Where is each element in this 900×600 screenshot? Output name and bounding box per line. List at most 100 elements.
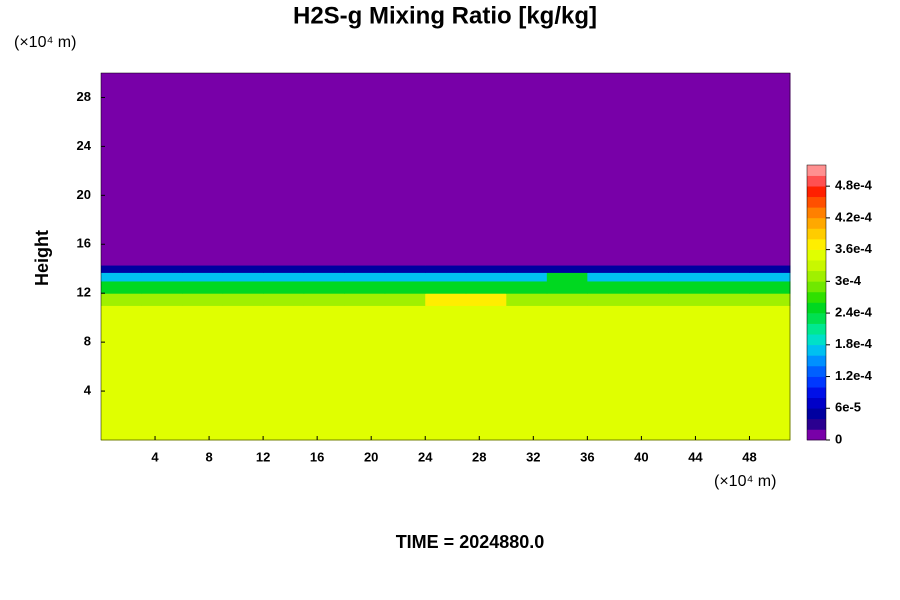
colorbar-swatch xyxy=(807,260,826,272)
heat-cell xyxy=(263,272,305,282)
colorbar-swatch xyxy=(807,313,826,324)
y-tick-label: 8 xyxy=(84,334,91,349)
colorbar-swatch xyxy=(807,186,826,198)
colorbar-swatch xyxy=(807,376,826,388)
heat-cell xyxy=(465,305,507,441)
heat-cell xyxy=(344,73,386,266)
colorbar-swatch xyxy=(807,365,826,377)
heat-cell xyxy=(101,265,143,273)
heat-cell xyxy=(101,73,143,266)
colorbar-swatch xyxy=(807,165,826,176)
colorbar-swatch xyxy=(807,196,826,208)
heat-cell xyxy=(546,293,588,306)
x-tick-label: 8 xyxy=(205,449,212,464)
colorbar-tick-label: 3.6e-4 xyxy=(835,241,873,256)
heat-cell xyxy=(303,280,345,294)
heat-cell xyxy=(182,73,224,266)
heat-cell xyxy=(749,272,791,282)
heat-cell xyxy=(506,73,548,266)
colorbar-tick-label: 4.8e-4 xyxy=(835,178,873,193)
x-unit: (×10⁴ m) xyxy=(714,473,776,490)
heat-cell xyxy=(708,265,750,273)
heat-cell xyxy=(101,280,143,294)
heat-cell xyxy=(384,265,426,273)
heat-cell xyxy=(587,265,629,273)
heat-cell xyxy=(101,305,143,441)
colorbar-swatch xyxy=(807,323,826,335)
heat-cell xyxy=(425,265,467,273)
heat-cell xyxy=(425,272,467,282)
heat-cell xyxy=(182,305,224,441)
heat-cell xyxy=(384,293,426,306)
heat-cell xyxy=(749,73,791,266)
heat-cell xyxy=(344,265,386,273)
plot-frame xyxy=(100,72,791,441)
heat-cell xyxy=(749,293,791,306)
heat-cell xyxy=(506,280,548,294)
heat-cell xyxy=(546,73,588,266)
colorbar-tick-label: 4.2e-4 xyxy=(835,209,873,224)
heat-cell xyxy=(344,305,386,441)
heat-cell xyxy=(506,293,548,306)
heat-cell xyxy=(708,73,750,266)
heat-cell xyxy=(708,305,750,441)
heat-cell xyxy=(668,73,710,266)
heat-cell xyxy=(141,293,183,306)
heat-cell xyxy=(668,293,710,306)
x-tick-label: 36 xyxy=(580,449,594,464)
heat-cell xyxy=(425,73,467,266)
heat-cell xyxy=(749,265,791,273)
colorbar-swatch xyxy=(807,397,826,409)
x-tick-label: 4 xyxy=(151,449,159,464)
heat-cell xyxy=(263,293,305,306)
colorbar-tick-label: 3e-4 xyxy=(835,273,862,288)
colorbar-tick-label: 6e-5 xyxy=(835,400,861,415)
heat-cell xyxy=(182,293,224,306)
y-tick-label: 12 xyxy=(77,285,91,300)
heat-cell xyxy=(465,73,507,266)
heat-cell xyxy=(222,305,264,441)
heat-cell xyxy=(182,272,224,282)
heat-cell xyxy=(384,73,426,266)
colorbar-swatch xyxy=(807,344,826,356)
colorbar-tick-label: 2.4e-4 xyxy=(835,305,873,320)
x-tick-label: 20 xyxy=(364,449,378,464)
heat-cell xyxy=(465,293,507,306)
heat-cell xyxy=(465,280,507,294)
heat-cell xyxy=(141,280,183,294)
x-tick-label: 40 xyxy=(634,449,648,464)
heat-cell xyxy=(506,305,548,441)
x-tick-label: 32 xyxy=(526,449,540,464)
heat-cell xyxy=(344,272,386,282)
heat-cell xyxy=(303,73,345,266)
heat-cell xyxy=(425,293,467,306)
x-tick-label: 44 xyxy=(688,449,703,464)
x-tick-label: 12 xyxy=(256,449,270,464)
heat-cell xyxy=(141,305,183,441)
colorbar-swatch xyxy=(807,207,826,219)
heat-cell xyxy=(303,272,345,282)
heat-cell xyxy=(222,73,264,266)
chart-title: H2S-g Mixing Ratio [kg/kg] xyxy=(293,2,597,29)
colorbar-swatch xyxy=(807,387,826,398)
heat-cell xyxy=(384,305,426,441)
heat-cell xyxy=(708,293,750,306)
colorbar-swatch xyxy=(807,355,826,367)
heat-cell xyxy=(263,73,305,266)
colorbar-frame xyxy=(806,164,827,441)
heat-cell xyxy=(465,272,507,282)
heat-cell xyxy=(141,73,183,266)
heat-cell xyxy=(222,265,264,273)
heat-cell xyxy=(344,280,386,294)
heat-cell xyxy=(668,265,710,273)
heat-cell xyxy=(587,293,629,306)
heat-cell xyxy=(182,280,224,294)
heat-cell xyxy=(222,293,264,306)
colorbar-swatch xyxy=(807,270,826,282)
heat-cell xyxy=(263,265,305,273)
x-tick-label: 28 xyxy=(472,449,486,464)
heat-cell xyxy=(627,272,669,282)
heat-cell xyxy=(749,305,791,441)
heat-cell xyxy=(141,272,183,282)
x-tick-label: 48 xyxy=(742,449,756,464)
